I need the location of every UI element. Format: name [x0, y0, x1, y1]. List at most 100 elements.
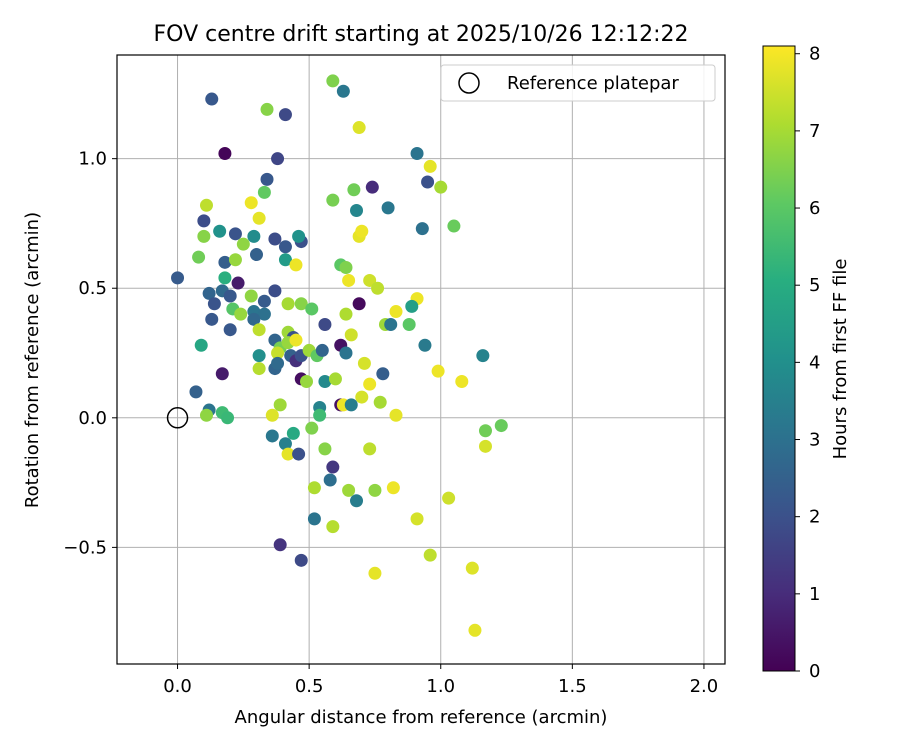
data-point: [228, 253, 242, 267]
data-point: [357, 356, 371, 370]
data-point: [342, 483, 356, 497]
data-point: [365, 180, 379, 194]
data-point: [318, 318, 332, 332]
data-point: [447, 219, 461, 233]
data-point: [189, 385, 203, 399]
data-point: [478, 439, 492, 453]
data-point: [260, 172, 274, 186]
x-axis-label: Angular distance from reference (arcmin): [235, 707, 608, 728]
colorbar-tick-label: 1: [809, 584, 820, 605]
legend-reference-marker: [458, 72, 480, 94]
data-point: [465, 561, 479, 575]
data-point: [257, 307, 271, 321]
data-point: [326, 460, 340, 474]
data-point: [352, 297, 366, 311]
data-point: [278, 437, 292, 451]
data-point: [294, 553, 308, 567]
colorbar-tick-label: 6: [809, 198, 820, 219]
data-point: [292, 447, 306, 461]
legend-entry-reference: Reference platepar: [507, 73, 679, 94]
data-point: [207, 297, 221, 311]
data-point: [350, 494, 364, 508]
data-point: [344, 328, 358, 342]
data-point: [410, 512, 424, 526]
data-point: [418, 338, 432, 352]
data-point: [199, 408, 213, 422]
data-point: [352, 121, 366, 135]
x-tick-label: 1.5: [558, 676, 587, 697]
colorbar: 0 1 2 3 4 5 6 7 8 Hours from first FF file: [762, 44, 851, 682]
data-point: [202, 286, 216, 300]
data-point: [431, 364, 445, 378]
data-point: [313, 408, 327, 422]
colorbar-gradient: [762, 45, 796, 672]
x-tick-label: 2.0: [690, 676, 719, 697]
colorbar-tick-label: 4: [809, 352, 820, 373]
data-point: [318, 442, 332, 456]
data-point: [171, 271, 185, 285]
data-point: [252, 349, 266, 363]
data-point: [247, 312, 261, 326]
data-point: [281, 297, 295, 311]
colorbar-tick-label: 5: [809, 275, 820, 296]
data-point: [265, 408, 279, 422]
data-point: [205, 92, 219, 106]
data-point: [268, 284, 282, 298]
x-tick-label: 1.0: [426, 676, 455, 697]
data-point: [478, 424, 492, 438]
data-point: [415, 222, 429, 236]
data-point: [228, 227, 242, 241]
y-tick-label: 0.5: [78, 278, 107, 299]
data-point: [328, 372, 342, 386]
data-point: [271, 346, 285, 360]
data-point: [257, 294, 271, 308]
data-point: [292, 229, 306, 243]
colorbar-tick-label: 2: [809, 507, 820, 528]
data-point: [350, 203, 364, 217]
data-point: [402, 318, 416, 332]
data-point: [371, 281, 385, 295]
data-point: [376, 367, 390, 381]
data-point: [323, 473, 337, 487]
data-point: [423, 159, 437, 173]
data-point: [249, 248, 263, 262]
data-point: [384, 318, 398, 332]
data-point: [344, 398, 358, 412]
data-point: [192, 250, 206, 264]
data-point: [273, 538, 287, 552]
data-point: [294, 297, 308, 311]
y-tick-label: −0.5: [63, 537, 107, 558]
colorbar-ticks: 0 1 2 3 4 5 6 7 8: [795, 44, 820, 682]
data-point: [265, 429, 279, 443]
data-point: [252, 211, 266, 225]
data-point: [278, 253, 292, 267]
data-point: [305, 421, 319, 435]
scatter-points: [166, 74, 508, 637]
data-point: [347, 183, 361, 197]
colorbar-label: Hours from first FF file: [830, 259, 851, 460]
legend: Reference platepar: [440, 64, 716, 102]
data-point: [405, 299, 419, 313]
data-point: [221, 411, 235, 425]
data-point: [247, 229, 261, 243]
y-axis-label: Rotation from reference (arcmin): [22, 212, 43, 508]
y-axis-ticks: −0.5 0.0 0.5 1.0: [63, 149, 117, 558]
data-point: [244, 289, 258, 303]
data-point: [423, 548, 437, 562]
data-point: [386, 481, 400, 495]
data-point: [289, 258, 303, 272]
data-point: [339, 261, 353, 275]
data-point: [434, 180, 448, 194]
data-point: [223, 323, 237, 337]
data-point: [260, 102, 274, 116]
data-point: [205, 312, 219, 326]
data-point: [213, 224, 227, 238]
data-point: [278, 108, 292, 122]
data-point: [494, 419, 508, 433]
data-point: [199, 198, 213, 212]
data-point: [218, 271, 232, 285]
data-point: [231, 276, 245, 290]
data-point: [307, 512, 321, 526]
data-point: [273, 398, 287, 412]
